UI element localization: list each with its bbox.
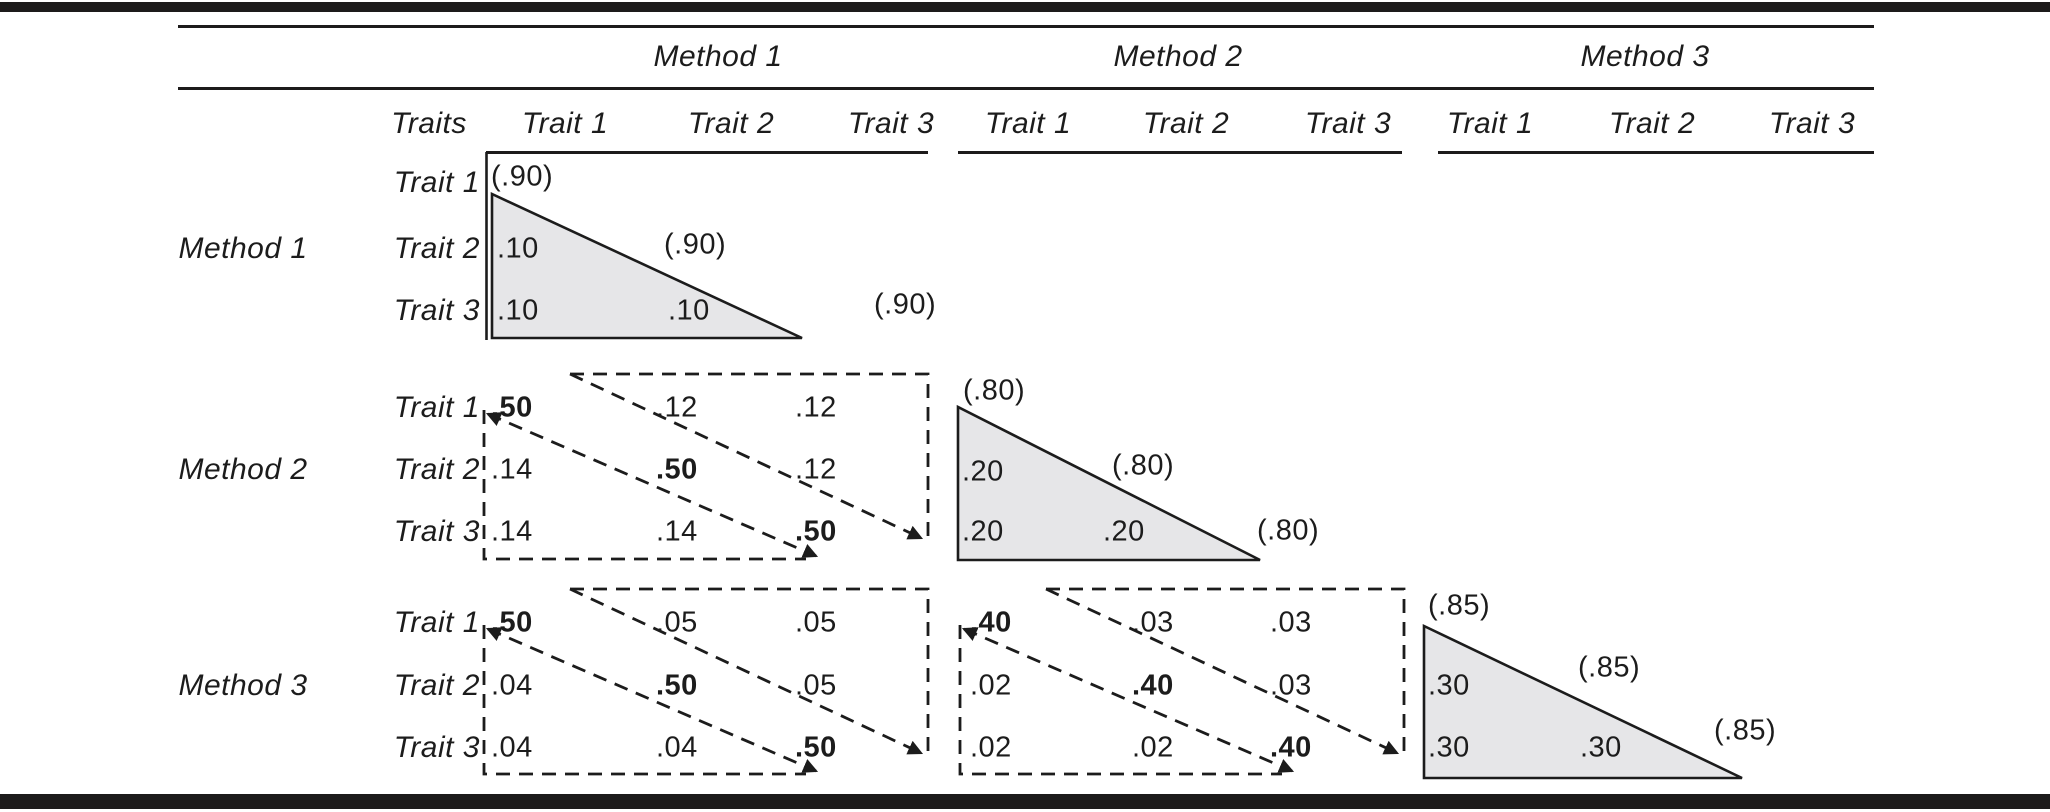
cell-value-method3-method2: .03 — [1270, 669, 1312, 702]
trait-row-label: Trait 2 — [393, 232, 480, 265]
reliability-triangle-method3 — [1422, 623, 1743, 780]
trait-row-label: Trait 3 — [393, 515, 480, 548]
cell-value-method2-method1: .50 — [491, 391, 533, 424]
cell-value-method3-method2: .40 — [1132, 669, 1174, 702]
dashed-upper-hypotenuse-method3-method2 — [1045, 587, 1400, 755]
cell-value-method3-method2: .02 — [970, 731, 1012, 764]
cell-value-method1-method1: .10 — [668, 294, 710, 327]
trait-column-header: Trait 1 — [984, 107, 1072, 140]
cell-value-method1-method1: (.90) — [491, 160, 554, 193]
method-column-header: Method 2 — [1113, 40, 1243, 73]
cell-value-method2-method1: .50 — [656, 453, 698, 486]
cell-value-method3-method1: .50 — [656, 669, 698, 702]
method-row-label: Method 2 — [178, 453, 308, 486]
trait-column-header: Trait 3 — [1304, 107, 1392, 140]
cell-value-method1-method1: .10 — [497, 232, 539, 265]
cell-value-method2-method1: .12 — [795, 391, 837, 424]
dashed-upper-hypotenuse-method2-method1 — [569, 372, 924, 540]
dashed-lower-triangle-method2-method1 — [482, 410, 806, 561]
trait-row-label: Trait 2 — [393, 453, 480, 486]
cell-value-method3-method1: .04 — [491, 731, 533, 764]
trait-column-header: Trait 1 — [521, 107, 609, 140]
method-column-header: Method 3 — [1580, 40, 1710, 73]
method-row-label: Method 3 — [178, 669, 308, 702]
cell-value-method2-method2: .20 — [962, 515, 1004, 548]
dashed-lower-triangle-method3-method1 — [482, 625, 806, 776]
cell-value-method3-method3: (.85) — [1714, 714, 1777, 747]
cell-value-method2-method1: .12 — [795, 453, 837, 486]
cell-value-method2-method1: .14 — [656, 515, 698, 548]
trait-header-underline-method3 — [1438, 151, 1874, 154]
method-row-label: Method 1 — [178, 232, 308, 265]
trait-column-header: Trait 2 — [1608, 107, 1696, 140]
trait-row-label: Trait 2 — [393, 669, 480, 702]
cell-value-method3-method2: .02 — [970, 669, 1012, 702]
dashed-lower-triangle-method3-method2 — [958, 625, 1282, 776]
cell-value-method3-method1: .50 — [491, 606, 533, 639]
dashed-upper-triangle-method2-method1 — [570, 372, 930, 541]
reliability-triangle-method1 — [490, 191, 803, 340]
cell-value-method3-method2: .03 — [1270, 606, 1312, 639]
traits-header: Traits — [391, 107, 467, 140]
trait-column-header: Trait 2 — [687, 107, 775, 140]
trait-header-underline-method1 — [486, 151, 928, 154]
method-column-header: Method 1 — [653, 40, 783, 73]
cell-value-method2-method1: .12 — [656, 391, 698, 424]
cell-value-method3-method3: .30 — [1428, 731, 1470, 764]
cell-value-method2-method1: .14 — [491, 515, 533, 548]
cell-value-method2-method2: (.80) — [963, 374, 1026, 407]
trait-row-label: Trait 3 — [393, 294, 480, 327]
cell-value-method2-method2: (.80) — [1257, 514, 1320, 547]
trait-row-label: Trait 1 — [393, 166, 480, 199]
trait-column-header: Trait 2 — [1142, 107, 1230, 140]
cell-value-method3-method1: .04 — [656, 731, 698, 764]
trait-row-label: Trait 1 — [393, 391, 480, 424]
cell-value-method3-method2: .40 — [1270, 731, 1312, 764]
cell-value-method2-method2: .20 — [962, 455, 1004, 488]
cell-value-method2-method1: .14 — [491, 453, 533, 486]
cell-value-method3-method1: .50 — [795, 731, 837, 764]
dashed-upper-triangle-method3-method2 — [1046, 587, 1406, 756]
trait-header-underline-method2 — [958, 151, 1402, 154]
cell-value-method2-method1: .50 — [795, 515, 837, 548]
bottom-border-bar — [0, 794, 2050, 809]
cell-value-method1-method1: (.90) — [664, 228, 727, 261]
cell-value-method3-method3: .30 — [1428, 669, 1470, 702]
cell-value-method3-method2: .40 — [970, 606, 1012, 639]
top-border-bar — [0, 2, 2050, 12]
cell-value-method1-method1: .10 — [497, 294, 539, 327]
trait-column-header: Trait 3 — [847, 107, 935, 140]
header-bottom-rule — [178, 87, 1874, 90]
cell-value-method1-method1: (.90) — [874, 288, 937, 321]
cell-value-method3-method3: .30 — [1580, 731, 1622, 764]
cell-value-method3-method1: .05 — [656, 606, 698, 639]
cell-value-method3-method2: .03 — [1132, 606, 1174, 639]
trait-row-label: Trait 1 — [393, 606, 480, 639]
dashed-upper-hypotenuse-method3-method1 — [569, 587, 924, 755]
cell-value-method3-method1: .05 — [795, 606, 837, 639]
trait-column-header: Trait 3 — [1768, 107, 1856, 140]
cell-value-method3-method2: .02 — [1132, 731, 1174, 764]
dashed-lower-hypotenuse-method3-method2 — [961, 627, 1295, 773]
cell-value-method3-method3: (.85) — [1578, 651, 1641, 684]
dashed-lower-hypotenuse-method2-method1 — [485, 412, 819, 558]
cell-value-method3-method3: (.85) — [1428, 589, 1491, 622]
reliability-triangle-method2 — [956, 404, 1261, 562]
cell-value-method3-method1: .05 — [795, 669, 837, 702]
dashed-upper-triangle-method3-method1 — [570, 587, 930, 756]
dashed-lower-hypotenuse-method3-method1 — [485, 627, 819, 773]
cell-value-method2-method2: (.80) — [1112, 449, 1175, 482]
cell-value-method2-method2: .20 — [1103, 515, 1145, 548]
trait-row-label: Trait 3 — [393, 731, 480, 764]
trait-column-header: Trait 1 — [1446, 107, 1534, 140]
cell-value-method3-method1: .04 — [491, 669, 533, 702]
header-top-rule — [178, 25, 1874, 28]
